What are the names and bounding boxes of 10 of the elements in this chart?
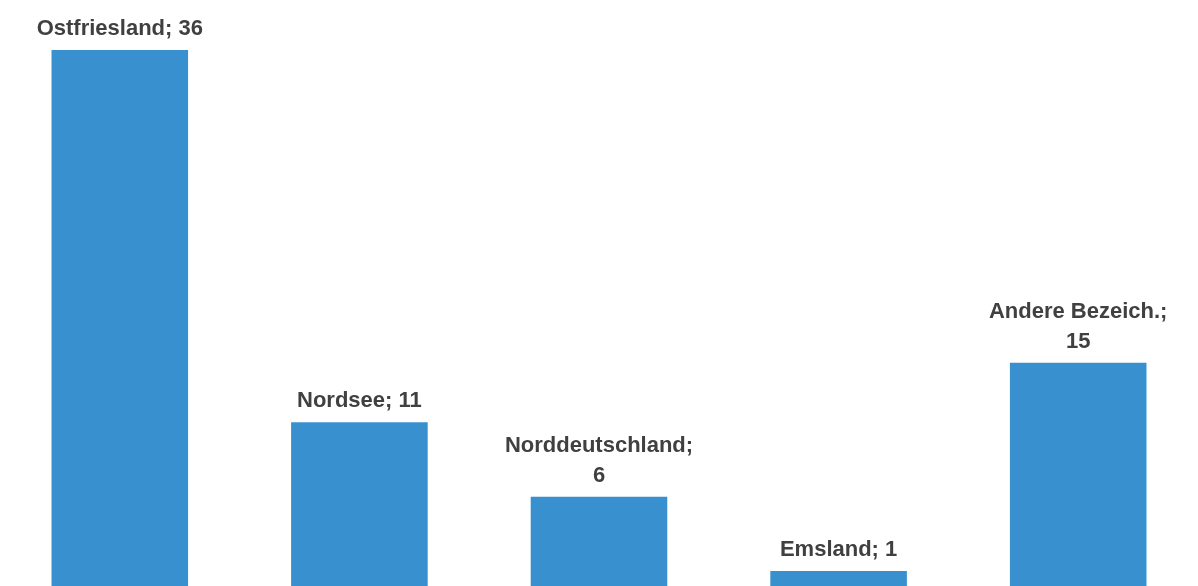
bar xyxy=(291,422,428,586)
bar xyxy=(1009,362,1147,586)
data-label: Ostfriesland; 36 xyxy=(36,15,203,41)
data-label: Andere Bezeich.; 15 xyxy=(988,297,1168,353)
bar xyxy=(770,571,907,586)
data-label: Nordsee; 11 xyxy=(297,387,422,413)
bar xyxy=(51,50,189,586)
data-label: Emsland; 1 xyxy=(779,536,898,562)
data-label: Norddeutschland; 6 xyxy=(504,431,694,487)
bar xyxy=(530,496,668,586)
